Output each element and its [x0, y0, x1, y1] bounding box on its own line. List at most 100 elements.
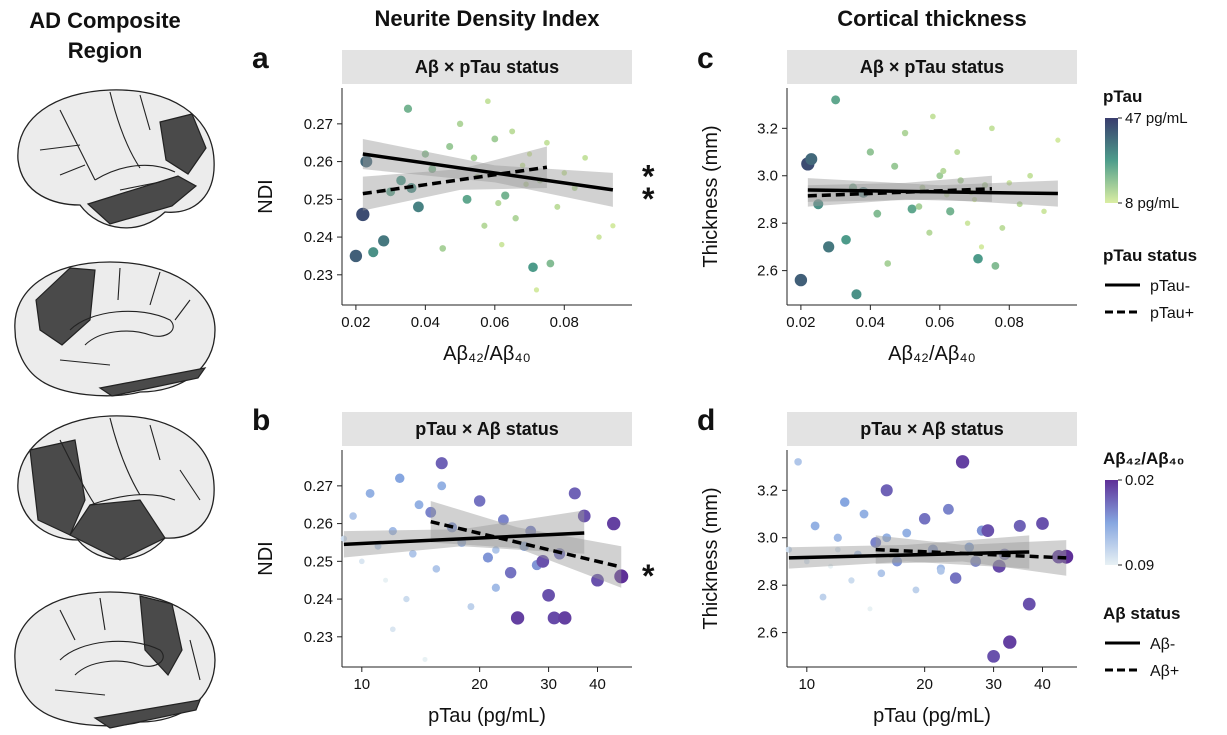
- scatter-point: [1006, 180, 1013, 186]
- brain-medial-2: [14, 591, 216, 729]
- scatter-point: [823, 241, 835, 253]
- scatter-point: [915, 203, 923, 210]
- scatter-point: [831, 95, 841, 105]
- ci-band: [362, 146, 547, 211]
- scatter-point: [940, 167, 947, 175]
- colorbar-tick-label: 0.09: [1125, 557, 1154, 574]
- x-tick-label: 0.02: [341, 314, 370, 331]
- scatter-point: [414, 500, 424, 510]
- scatter-point: [349, 249, 363, 263]
- column-header: Neurite Density Index: [375, 6, 601, 31]
- ci-band: [343, 510, 585, 558]
- scatter-point: [383, 577, 389, 583]
- scatter-point: [389, 626, 396, 633]
- x-tick-label: 0.08: [995, 314, 1024, 331]
- scatter-point: [577, 509, 591, 523]
- x-tick-label: 0.04: [856, 314, 885, 331]
- scatter-point: [422, 656, 428, 662]
- scatter-point: [999, 224, 1006, 231]
- regression-line: [362, 165, 548, 196]
- significance-marker: *: [642, 558, 655, 594]
- colorbar-title: Aβ₄₂/Aβ₄₀: [1103, 449, 1184, 468]
- y-tick-label: 2.6: [757, 625, 778, 642]
- x-tick-label: 30: [985, 676, 1002, 693]
- scatter-point: [949, 572, 962, 584]
- scatter-point: [839, 497, 850, 507]
- brain-lateral-2: [17, 415, 215, 561]
- scatter-point: [880, 484, 893, 497]
- scatter-point: [936, 172, 944, 180]
- scatter-point: [358, 558, 365, 565]
- x-tick-label: 30: [540, 676, 557, 693]
- colorbar: [1105, 480, 1118, 565]
- scatter-point: [891, 556, 903, 567]
- scatter-point: [964, 220, 971, 226]
- scatter-point: [964, 542, 975, 552]
- scatter-point: [1016, 201, 1023, 208]
- legend-label: pTau-: [1150, 278, 1190, 295]
- legend-title: Aβ status: [1103, 604, 1180, 623]
- y-tick-label: 0.26: [304, 154, 333, 171]
- scatter-point: [499, 241, 505, 248]
- scatter-point: [542, 588, 555, 602]
- scatter-point: [848, 577, 855, 584]
- y-tick-label: 3.2: [757, 120, 778, 137]
- scatter-point: [473, 495, 486, 507]
- scatter-point: [901, 129, 909, 137]
- scatter-point: [437, 481, 447, 491]
- scatter-point: [937, 567, 945, 575]
- scatter-point: [365, 488, 375, 498]
- scatter-point: [356, 207, 370, 222]
- regression-line: [807, 188, 1058, 196]
- scatter-point: [501, 191, 510, 200]
- regression-line: [875, 547, 1067, 560]
- scatter-point: [859, 509, 869, 519]
- scatter-point: [425, 506, 437, 518]
- scatter-point: [485, 98, 491, 105]
- scatter-point: [803, 558, 810, 565]
- scatter-point: [1027, 172, 1033, 179]
- strip: [342, 412, 632, 446]
- scatter-point: [987, 649, 1000, 663]
- x-tick-label: 0.08: [550, 314, 579, 331]
- scatter-point: [568, 487, 581, 500]
- scatter-point: [834, 546, 841, 553]
- scatter-point: [482, 552, 494, 563]
- regression-line: [343, 531, 585, 547]
- scatter-point: [536, 554, 550, 568]
- brain-lateral-1: [17, 89, 215, 229]
- scatter-point: [614, 569, 629, 584]
- y-axis-label: Thickness (mm): [700, 125, 722, 267]
- scatter-point: [918, 513, 931, 525]
- scatter-point: [810, 521, 820, 531]
- y-axis-label: NDI: [255, 179, 277, 213]
- colorbar-tick-label: 8 pg/mL: [1125, 195, 1179, 212]
- scatter-point: [813, 199, 824, 210]
- y-tick-label: 0.27: [304, 116, 333, 133]
- y-tick-label: 0.24: [304, 591, 333, 608]
- scatter-point: [1055, 137, 1061, 143]
- y-tick-label: 3.2: [757, 482, 778, 499]
- scatter-point: [902, 528, 912, 538]
- x-tick-label: 0.02: [786, 314, 815, 331]
- scatter-point: [919, 184, 926, 191]
- scatter-point: [991, 261, 1000, 270]
- x-tick-label: 10: [798, 676, 815, 693]
- scatter-point: [907, 204, 917, 214]
- scatter-point: [819, 593, 827, 601]
- scatter-point: [971, 196, 978, 203]
- scatter-point: [1022, 597, 1036, 611]
- x-tick-label: 20: [916, 676, 933, 693]
- scatter-point: [805, 153, 818, 166]
- scatter-point: [957, 177, 964, 184]
- legend-label: Aβ-: [1150, 636, 1175, 653]
- scatter-point: [930, 113, 936, 120]
- scatter-point: [428, 165, 437, 174]
- y-tick-label: 3.0: [757, 530, 778, 547]
- strip-title: pTau × Aβ status: [860, 419, 1004, 439]
- scatter-point: [851, 289, 862, 300]
- scatter-point: [867, 606, 873, 612]
- x-axis-label: pTau (pg/mL): [873, 705, 991, 727]
- scatter-point: [1036, 517, 1049, 530]
